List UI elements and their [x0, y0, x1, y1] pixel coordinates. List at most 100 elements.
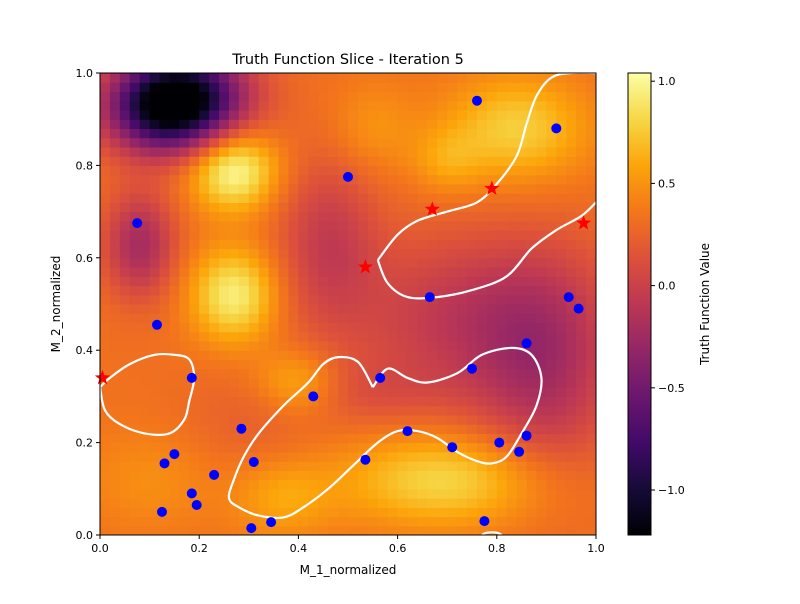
heatmap-cell — [526, 91, 538, 102]
heatmap-cell — [159, 368, 171, 379]
heatmap-cell — [278, 202, 290, 213]
heatmap-cell — [238, 202, 250, 213]
heatmap-cell — [437, 488, 448, 499]
heatmap-cell — [576, 285, 587, 296]
heatmap-cell — [268, 156, 280, 166]
heatmap-cell — [377, 304, 389, 314]
heatmap-cell — [238, 461, 250, 471]
heatmap-cell — [228, 174, 240, 185]
heatmap-cell — [169, 405, 180, 416]
heatmap-cell — [437, 479, 448, 490]
heatmap-cell — [228, 433, 240, 444]
heatmap-cell — [139, 211, 151, 222]
heatmap-cell — [476, 248, 488, 259]
heatmap-cell — [100, 137, 111, 148]
heatmap-cell — [169, 479, 180, 490]
heatmap-cell — [397, 257, 409, 268]
heatmap-cell — [338, 313, 349, 324]
heatmap-cell — [149, 331, 161, 342]
heatmap-cell — [318, 137, 329, 148]
heatmap-cell — [169, 91, 180, 102]
heatmap-cell — [387, 340, 399, 351]
heatmap-cell — [209, 156, 220, 166]
heatmap-cell — [437, 405, 448, 416]
heatmap-cell — [338, 285, 349, 296]
heatmap-cell — [407, 220, 419, 231]
heatmap-cell — [476, 414, 488, 425]
heatmap-cell — [258, 193, 270, 203]
heatmap-cell — [109, 359, 121, 370]
heatmap-cell — [219, 220, 230, 231]
heatmap-cell — [149, 211, 161, 222]
heatmap-cell — [486, 377, 498, 388]
heatmap-cell — [556, 479, 567, 490]
heatmap-cell — [238, 304, 250, 314]
heatmap-cell — [159, 109, 171, 120]
heatmap-cell — [496, 230, 508, 240]
data-point — [479, 516, 490, 527]
heatmap-cell — [566, 211, 577, 222]
heatmap-cell — [516, 470, 528, 481]
heatmap-cell — [427, 82, 438, 93]
heatmap-cell — [387, 119, 399, 130]
data-point — [573, 303, 584, 314]
heatmap-cell — [516, 396, 528, 407]
heatmap-cell — [377, 424, 389, 434]
heatmap-cell — [109, 479, 121, 490]
heatmap-cell — [308, 433, 319, 444]
heatmap-cell — [387, 470, 399, 481]
data-point — [308, 391, 319, 402]
heatmap-cell — [109, 498, 121, 508]
heatmap-cell — [457, 525, 468, 535]
heatmap-cell — [109, 331, 121, 342]
heatmap-cell — [268, 257, 280, 268]
heatmap-cell — [377, 488, 389, 499]
heatmap-cell — [238, 257, 250, 268]
heatmap-cell — [506, 405, 518, 416]
heatmap-cell — [546, 433, 557, 444]
heatmap-cell — [367, 285, 379, 296]
heatmap-cell — [457, 396, 468, 407]
heatmap-cell — [308, 498, 319, 508]
heatmap-cell — [467, 304, 478, 314]
heatmap-cell — [318, 331, 329, 342]
heatmap-cell — [546, 304, 557, 314]
heatmap-cell — [278, 396, 290, 407]
heatmap-cell — [318, 461, 329, 471]
heatmap-cell — [357, 202, 369, 213]
heatmap-cell — [318, 220, 329, 231]
heatmap-cell — [586, 470, 596, 481]
heatmap-cell — [526, 377, 538, 388]
heatmap-cell — [467, 377, 478, 388]
heatmap-cell — [476, 82, 488, 93]
heatmap-cell — [387, 387, 399, 397]
heatmap-cell — [397, 507, 409, 518]
heatmap-cell — [288, 220, 299, 231]
heatmap-cell — [189, 414, 200, 425]
heatmap-cell — [457, 109, 468, 120]
heatmap-cell — [109, 433, 121, 444]
heatmap-cell — [149, 451, 161, 462]
heatmap-cell — [367, 294, 379, 305]
heatmap-cell — [367, 498, 379, 508]
heatmap-cell — [357, 442, 369, 453]
heatmap-cell — [159, 239, 171, 250]
heatmap-cell — [417, 156, 428, 166]
heatmap-cell — [308, 156, 319, 166]
heatmap-cell — [476, 165, 488, 176]
heatmap-cell — [486, 285, 498, 296]
heatmap-cell — [219, 304, 230, 314]
colorbar-tick-label: 1.0 — [658, 75, 676, 88]
heatmap-cell — [556, 331, 567, 342]
heatmap-cell — [367, 220, 379, 231]
heatmap-cell — [219, 516, 230, 527]
heatmap-cell — [248, 220, 260, 231]
heatmap-cell — [268, 359, 280, 370]
heatmap-cell — [139, 193, 151, 203]
heatmap-cell — [367, 488, 379, 499]
heatmap-cell — [536, 146, 547, 157]
heatmap-cell — [328, 73, 339, 83]
heatmap-cell — [149, 294, 161, 305]
heatmap-cell — [288, 442, 299, 453]
heatmap-cell — [526, 202, 538, 213]
